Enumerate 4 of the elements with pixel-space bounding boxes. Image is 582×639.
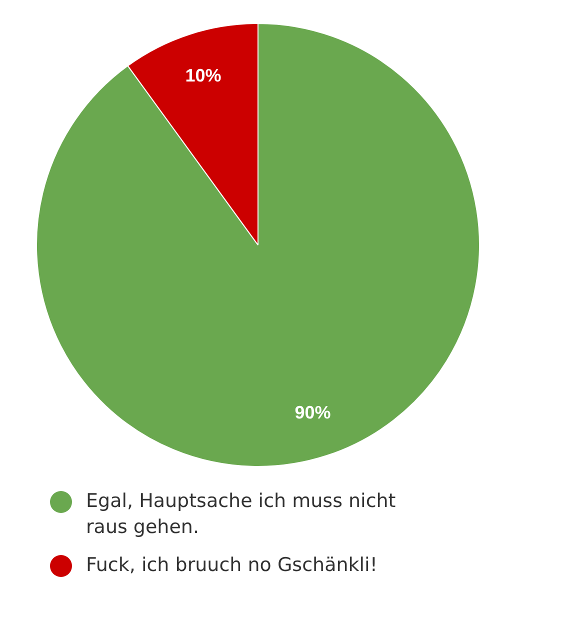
data-label: 90% — [294, 402, 331, 422]
data-label: 10% — [185, 65, 222, 86]
legend-label: Fuck, ich bruuch no Gschänkli! — [86, 553, 378, 578]
legend-label: Egal, Hauptsache ich muss nicht raus gehen. — [86, 489, 397, 540]
